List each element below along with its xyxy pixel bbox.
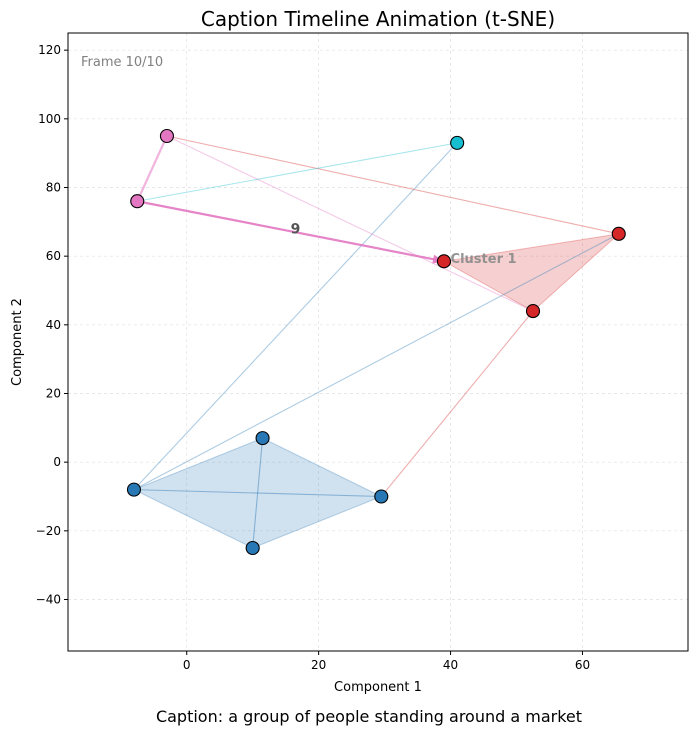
data-point (450, 135, 465, 150)
trajectory-lines (133, 135, 620, 497)
data-points (126, 128, 626, 556)
x-tick-label: 0 (183, 658, 191, 672)
trajectory-segment (136, 135, 168, 202)
data-point (130, 194, 145, 209)
y-tick-label: 20 (46, 387, 61, 401)
y-tick-label: 100 (38, 112, 61, 126)
cluster-hull (442, 233, 621, 312)
y-tick-label: 40 (46, 318, 61, 332)
chart-title: Caption Timeline Animation (t-SNE) (201, 7, 555, 31)
data-point (525, 304, 541, 319)
data-point (159, 128, 174, 144)
x-axis-label: Component 1 (334, 680, 422, 695)
y-tick-label: 0 (53, 455, 61, 469)
cluster-inner-edges (133, 438, 382, 549)
plot-area (68, 33, 688, 651)
trajectory-segment (137, 142, 458, 202)
data-point (245, 540, 260, 556)
y-tick-label: 120 (38, 43, 61, 57)
trajectory-segment (380, 310, 534, 497)
x-tick-label: 20 (311, 658, 326, 672)
data-point (436, 254, 452, 269)
y-tick-label: −40 (36, 593, 61, 607)
cluster-label: Cluster 1 (451, 252, 517, 267)
x-axis-ticks: 0 20 40 60 (183, 651, 590, 672)
caption: Caption: a group of people standing arou… (156, 707, 582, 726)
x-tick-label: 40 (443, 658, 458, 672)
trajectory-segment (166, 135, 534, 312)
data-point (611, 226, 626, 241)
y-tick-label: −20 (36, 524, 61, 538)
y-axis-label: Component 2 (10, 298, 25, 386)
data-point (374, 489, 389, 504)
y-tick-label: 80 (46, 181, 61, 195)
y-axis-ticks: −40 −20 0 20 40 60 80 100 120 (36, 43, 68, 607)
x-tick-label: 60 (575, 658, 590, 672)
cluster-edge (133, 489, 382, 498)
grid-lines (68, 33, 688, 651)
cluster-edge (252, 438, 264, 549)
step-label: 9 (291, 222, 301, 238)
plot-frame (67, 32, 689, 652)
y-tick-label: 60 (46, 249, 61, 263)
trajectory-segment (133, 233, 620, 491)
frame-label: Frame 10/10 (81, 55, 163, 70)
trajectory-segment (166, 135, 619, 235)
trajectory-segment (133, 142, 458, 491)
data-point (126, 482, 142, 497)
annotations: Cluster 1 (451, 252, 517, 267)
current-step-line (137, 200, 445, 263)
data-point (255, 431, 270, 446)
